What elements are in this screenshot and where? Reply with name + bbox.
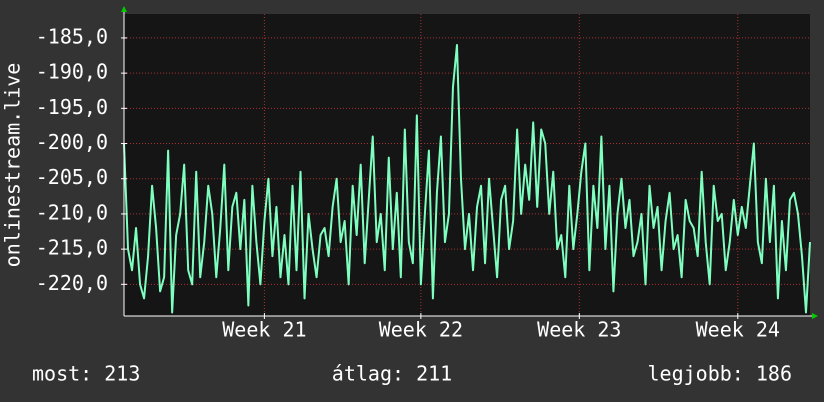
y-tick-label: -195,0 — [36, 95, 108, 119]
y-tick-label: -185,0 — [36, 24, 108, 48]
x-tick-label: Week 21 — [222, 318, 306, 342]
axis-arrow — [121, 6, 127, 12]
x-tick-label: Week 23 — [537, 318, 621, 342]
y-axis-label: onlinestream.live — [1, 63, 25, 268]
y-tick-label: -205,0 — [36, 165, 108, 189]
footer-text: átlag: 211 — [332, 362, 452, 386]
data-line — [123, 43, 811, 314]
footer-text: legjobb: 186 — [648, 362, 793, 386]
plot-area — [124, 14, 810, 316]
x-tick-label: Week 24 — [696, 318, 780, 342]
y-tick-label: -210,0 — [36, 200, 108, 224]
x-tick-label: Week 22 — [379, 318, 463, 342]
y-tick-label: -220,0 — [36, 271, 108, 295]
plot — [123, 14, 811, 316]
y-tick-label: -215,0 — [36, 236, 108, 260]
y-tick-label: -200,0 — [36, 130, 108, 154]
axis-arrow — [812, 313, 818, 319]
footer-text: most: 213 — [32, 362, 140, 386]
y-tick-label: -190,0 — [36, 60, 108, 84]
